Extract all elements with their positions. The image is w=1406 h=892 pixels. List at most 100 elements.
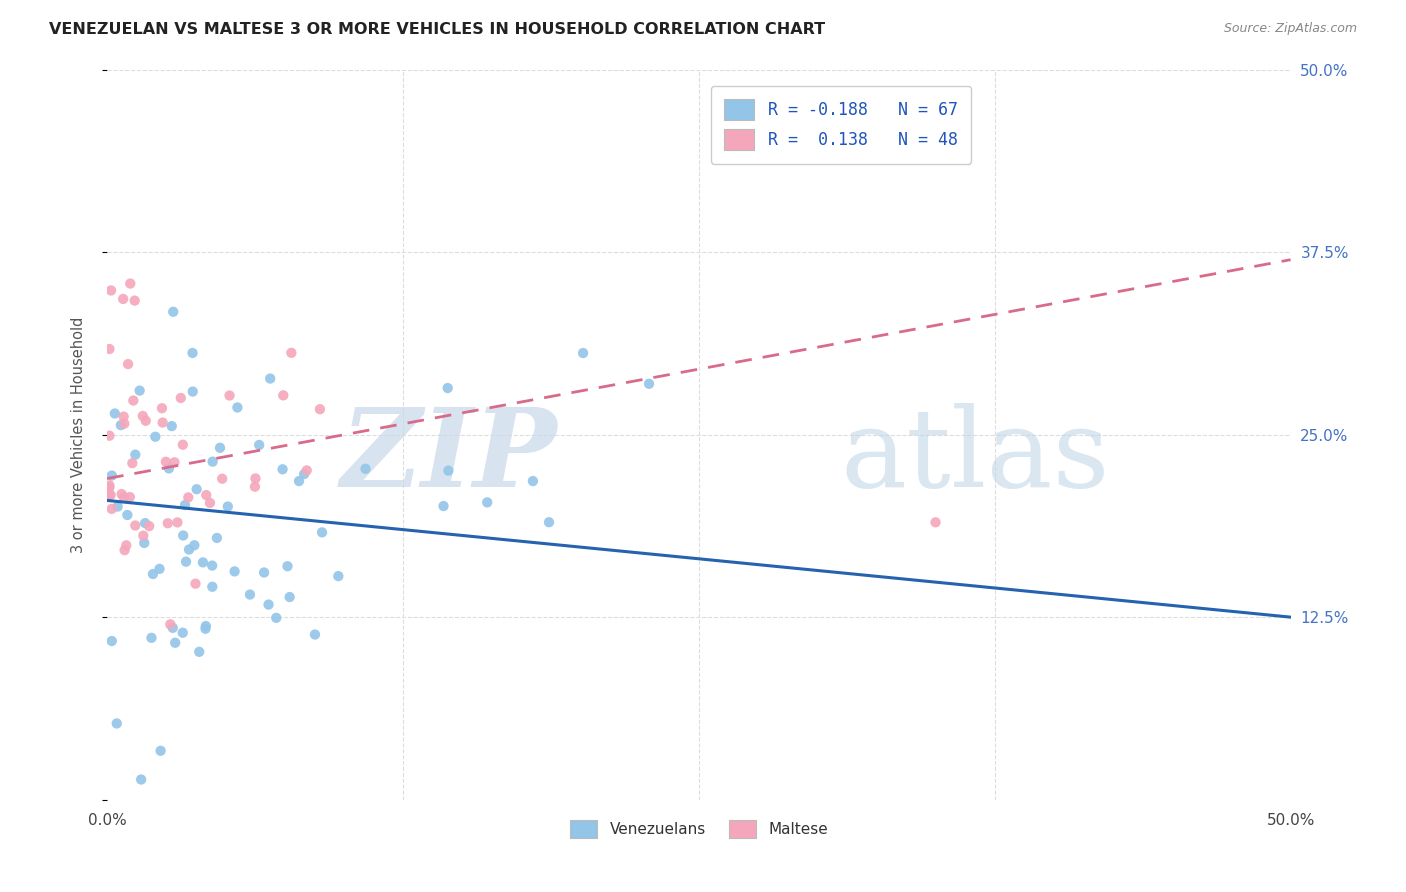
- Text: atlas: atlas: [841, 403, 1111, 510]
- Point: [98, 481, 121, 495]
- Point: [98, 478, 121, 492]
- Point: [122, 393, 145, 408]
- Text: Source: ZipAtlas.com: Source: ZipAtlas.com: [1223, 22, 1357, 36]
- Point: [205, 531, 228, 545]
- Point: [195, 488, 218, 502]
- Point: [107, 500, 129, 514]
- Point: [112, 491, 135, 505]
- Point: [166, 516, 188, 530]
- Point: [132, 409, 155, 423]
- Point: [311, 525, 333, 540]
- Point: [292, 467, 315, 481]
- Point: [128, 384, 150, 398]
- Point: [163, 455, 186, 469]
- Point: [288, 474, 311, 488]
- Point: [278, 590, 301, 604]
- Point: [184, 576, 207, 591]
- Point: [156, 516, 179, 531]
- Point: [194, 622, 217, 636]
- Point: [211, 472, 233, 486]
- Point: [194, 619, 217, 633]
- Point: [105, 716, 128, 731]
- Point: [188, 645, 211, 659]
- Point: [174, 498, 197, 512]
- Legend: Venezuelans, Maltese: Venezuelans, Maltese: [564, 814, 834, 845]
- Point: [98, 488, 121, 502]
- Point: [806, 107, 828, 121]
- Point: [247, 438, 270, 452]
- Point: [304, 627, 326, 641]
- Point: [132, 529, 155, 543]
- Point: [157, 461, 180, 475]
- Point: [101, 468, 124, 483]
- Point: [239, 588, 262, 602]
- Point: [638, 376, 661, 391]
- Point: [162, 305, 184, 319]
- Point: [148, 562, 170, 576]
- Point: [572, 346, 595, 360]
- Point: [155, 455, 177, 469]
- Point: [537, 515, 560, 529]
- Point: [437, 464, 460, 478]
- Point: [177, 491, 200, 505]
- Text: ZIP: ZIP: [340, 403, 557, 510]
- Text: VENEZUELAN VS MALTESE 3 OR MORE VEHICLES IN HOUSEHOLD CORRELATION CHART: VENEZUELAN VS MALTESE 3 OR MORE VEHICLES…: [49, 22, 825, 37]
- Point: [150, 401, 173, 416]
- Point: [149, 744, 172, 758]
- Point: [143, 430, 166, 444]
- Point: [152, 416, 174, 430]
- Point: [477, 495, 499, 509]
- Point: [172, 528, 194, 542]
- Point: [243, 480, 266, 494]
- Point: [295, 463, 318, 477]
- Point: [201, 455, 224, 469]
- Point: [354, 462, 377, 476]
- Point: [112, 417, 135, 431]
- Point: [259, 371, 281, 385]
- Point: [135, 414, 157, 428]
- Point: [208, 441, 231, 455]
- Point: [271, 388, 294, 402]
- Point: [436, 381, 458, 395]
- Point: [198, 496, 221, 510]
- Point: [160, 419, 183, 434]
- Point: [181, 346, 204, 360]
- Point: [112, 409, 135, 424]
- Point: [432, 499, 454, 513]
- Point: [172, 625, 194, 640]
- Point: [110, 418, 132, 433]
- Point: [226, 401, 249, 415]
- Point: [118, 490, 141, 504]
- Point: [117, 508, 139, 522]
- Point: [141, 631, 163, 645]
- Point: [162, 621, 184, 635]
- Point: [101, 634, 124, 648]
- Point: [142, 567, 165, 582]
- Point: [100, 284, 122, 298]
- Point: [112, 292, 135, 306]
- Point: [124, 293, 146, 308]
- Point: [124, 518, 146, 533]
- Point: [115, 538, 138, 552]
- Point: [183, 538, 205, 552]
- Point: [98, 342, 121, 356]
- Point: [177, 542, 200, 557]
- Point: [100, 501, 122, 516]
- Point: [114, 543, 136, 558]
- Point: [186, 482, 208, 496]
- Point: [172, 438, 194, 452]
- Point: [100, 488, 122, 502]
- Point: [224, 565, 246, 579]
- Point: [201, 580, 224, 594]
- Point: [98, 428, 121, 442]
- Point: [217, 500, 239, 514]
- Point: [170, 391, 193, 405]
- Point: [328, 569, 350, 583]
- Point: [117, 357, 139, 371]
- Point: [253, 566, 276, 580]
- Point: [104, 407, 127, 421]
- Point: [271, 462, 294, 476]
- Point: [257, 598, 280, 612]
- Point: [276, 559, 298, 574]
- Point: [165, 636, 187, 650]
